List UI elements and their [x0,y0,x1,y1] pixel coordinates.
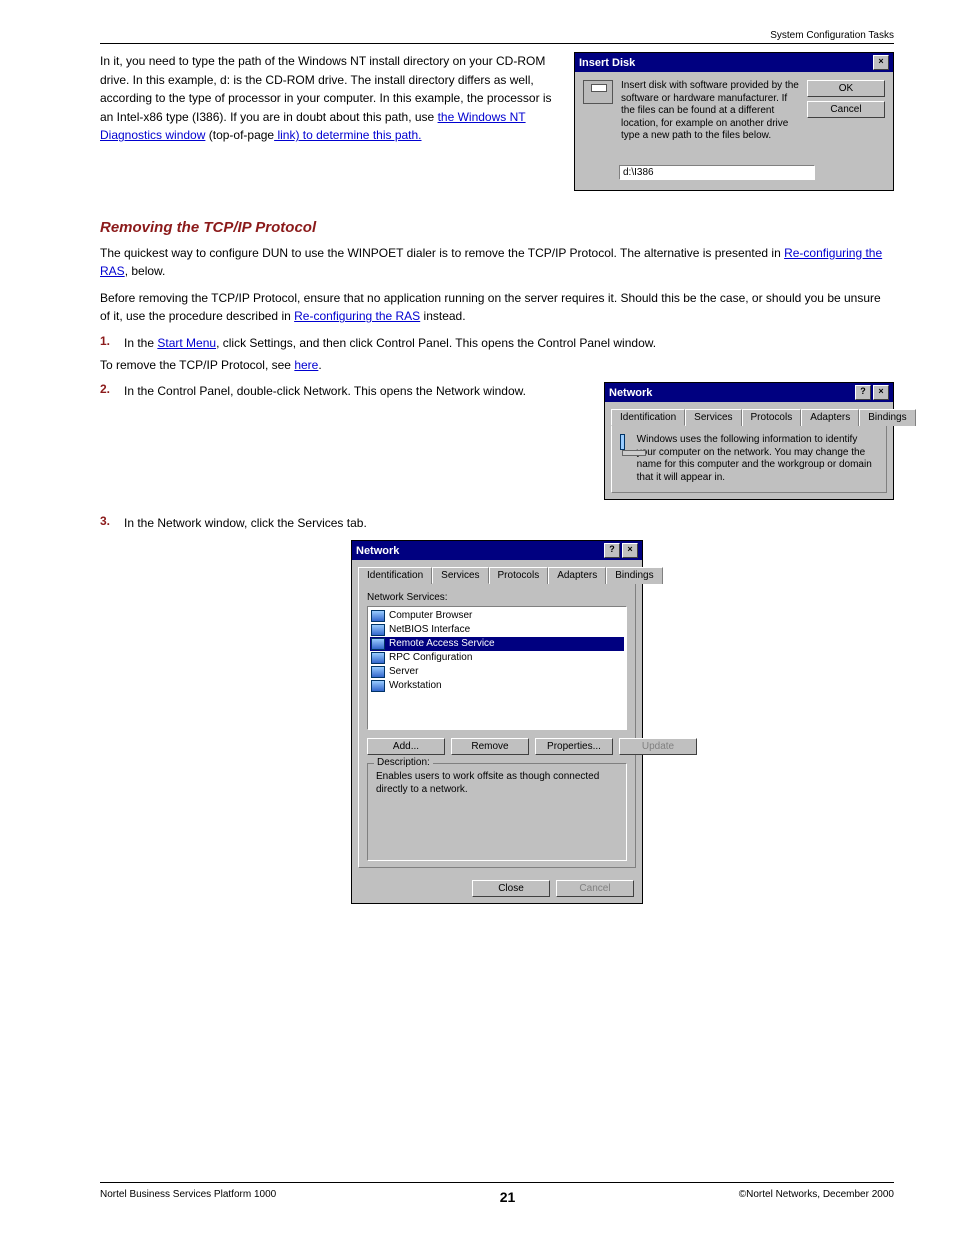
tab-protocols[interactable]: Protocols [742,409,802,426]
close-button[interactable]: Close [472,880,550,897]
list-item: Computer Browser [370,609,624,623]
ok-button[interactable]: OK [807,80,885,97]
window-title: Network [356,545,399,557]
list-item: Server [370,665,624,679]
remove-button[interactable]: Remove [451,738,529,755]
dialog-titlebar: Insert Disk × [575,53,893,72]
dialog-body: Insert disk with software provided by th… [621,80,799,143]
step-1: 1. In the Start Menu, click Settings, an… [100,334,894,352]
window-title: Network [609,387,652,399]
step-2: 2. In the Control Panel, double-click Ne… [100,382,588,400]
tab-services[interactable]: Services [432,567,488,584]
para-2: Before removing the TCP/IP Protocol, ens… [100,289,894,326]
help-icon[interactable]: ? [604,543,620,558]
description-box: Description: Enables users to work offsi… [367,763,627,861]
tab-protocols[interactable]: Protocols [489,567,549,584]
close-icon[interactable]: × [873,55,889,70]
insert-disk-dialog: Insert Disk × Insert disk with software … [574,52,894,191]
path-input[interactable]: d:\I386 [619,165,815,180]
update-button: Update [619,738,697,755]
reconfig-link-2[interactable]: Re-configuring the RAS [294,309,420,323]
services-list[interactable]: Computer Browser NetBIOS Interface Remot… [367,606,627,730]
top-link[interactable]: link) to determine this path. [274,128,421,142]
para-1: The quickest way to configure DUN to use… [100,244,894,281]
page-footer: Nortel Business Services Platform 1000 2… [100,1182,894,1205]
tab-adapters[interactable]: Adapters [801,409,859,426]
cancel-button[interactable]: Cancel [807,101,885,118]
here-link[interactable]: here [294,358,318,372]
close-icon[interactable]: × [873,385,889,400]
list-label: Network Services: [367,592,627,603]
service-icon [371,666,385,678]
cancel-button: Cancel [556,880,634,897]
help-icon[interactable]: ? [855,385,871,400]
tab-adapters[interactable]: Adapters [548,567,606,584]
tab-bindings[interactable]: Bindings [606,567,662,584]
description-text: Enables users to work offsite as though … [376,770,618,850]
service-icon [371,652,385,664]
computer-icon [620,434,629,456]
dialog-title: Insert Disk [579,57,635,69]
list-item: Workstation [370,679,624,693]
tab-identification[interactable]: Identification [358,567,432,584]
list-item: Remote Access Service [370,637,624,651]
tabs: Identification Services Protocols Adapte… [611,408,887,425]
section-title: Removing the TCP/IP Protocol [100,219,894,236]
service-icon [371,680,385,692]
list-item: NetBIOS Interface [370,623,624,637]
network-window-1: Network ?× Identification Services Proto… [604,382,894,500]
service-icon [371,624,385,636]
tab-services[interactable]: Services [685,409,741,426]
service-icon [371,638,385,650]
tab-bindings[interactable]: Bindings [859,409,915,426]
header-rule [100,43,894,44]
add-button[interactable]: Add... [367,738,445,755]
network-window-2: Network ?× Identification Services Proto… [351,540,643,904]
disk-icon [583,80,613,104]
intro-text: In it, you need to type the path of the … [100,52,558,145]
start-menu-link[interactable]: Start Menu [157,336,216,350]
step-3: 3. In the Network window, click the Serv… [100,514,590,532]
para-4: To remove the TCP/IP Protocol, see here. [100,356,894,375]
list-item: RPC Configuration [370,651,624,665]
header-right: System Configuration Tasks [100,30,894,41]
net1-msg: Windows uses the following information t… [637,434,878,484]
service-icon [371,610,385,622]
tab-identification[interactable]: Identification [611,409,685,426]
properties-button[interactable]: Properties... [535,738,613,755]
close-icon[interactable]: × [622,543,638,558]
